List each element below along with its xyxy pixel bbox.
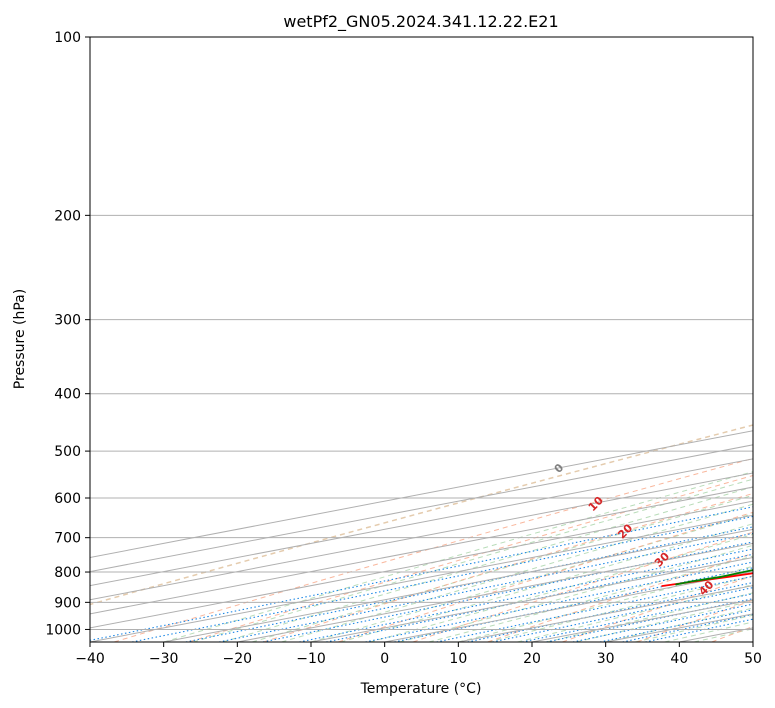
dry-adiabat-line — [263, 492, 753, 642]
plot-frame — [89, 36, 754, 643]
y-tick-label: 1000 — [45, 622, 81, 638]
y-tick-label: 300 — [54, 313, 81, 329]
x-tick-label: 20 — [523, 651, 541, 667]
x-tick-label: 10 — [449, 651, 467, 667]
y-tick-label: 500 — [54, 444, 81, 460]
isotherm-line — [90, 486, 753, 615]
isotherm-line — [90, 458, 753, 587]
x-tick-label: −20 — [223, 651, 253, 667]
chart-title: wetPf2_GN05.2024.341.12.22.E21 — [283, 12, 558, 32]
y-tick-label: 100 — [54, 30, 81, 46]
moist-adiabat-line — [369, 533, 753, 642]
mixing-ratio-line — [262, 541, 753, 642]
y-tick-label: 200 — [54, 208, 81, 224]
y-axis-title: Pressure (hPa) — [12, 289, 28, 389]
y-tick-label: 700 — [54, 531, 81, 547]
isotherm-line — [90, 444, 753, 573]
isotherm-line — [90, 430, 753, 559]
x-tick-label: 0 — [380, 651, 389, 667]
isotherm-line — [90, 514, 753, 642]
x-tick-label: −10 — [296, 651, 326, 667]
x-tick-label: −30 — [149, 651, 179, 667]
dry-adiabat-line — [412, 531, 753, 642]
mixing-ratio-line — [394, 567, 753, 642]
isotherm-line — [90, 472, 753, 601]
x-tick-label: 50 — [744, 651, 762, 667]
x-tick-label: −40 — [75, 651, 105, 667]
y-tick-label: 600 — [54, 491, 81, 507]
isotherm-line — [163, 528, 753, 642]
moist-adiabat-line — [310, 513, 753, 642]
reference-curve-line — [90, 424, 753, 606]
dry-adiabat-line — [338, 511, 753, 642]
mixing-ratio-line — [436, 575, 753, 642]
isotherm-line — [90, 500, 753, 629]
mixing-ratio-line — [365, 561, 753, 642]
mixing-ratio-line — [90, 506, 753, 641]
y-tick-label: 800 — [54, 565, 81, 581]
mixing-ratio-line — [467, 581, 753, 642]
y-tick-label: 400 — [54, 387, 81, 403]
x-tick-label: 40 — [670, 651, 688, 667]
mixing-ratio-line — [131, 515, 753, 642]
x-tick-label: 30 — [597, 651, 615, 667]
y-tick-label: 900 — [54, 595, 81, 611]
x-axis-title: Temperature (°C) — [360, 681, 482, 697]
